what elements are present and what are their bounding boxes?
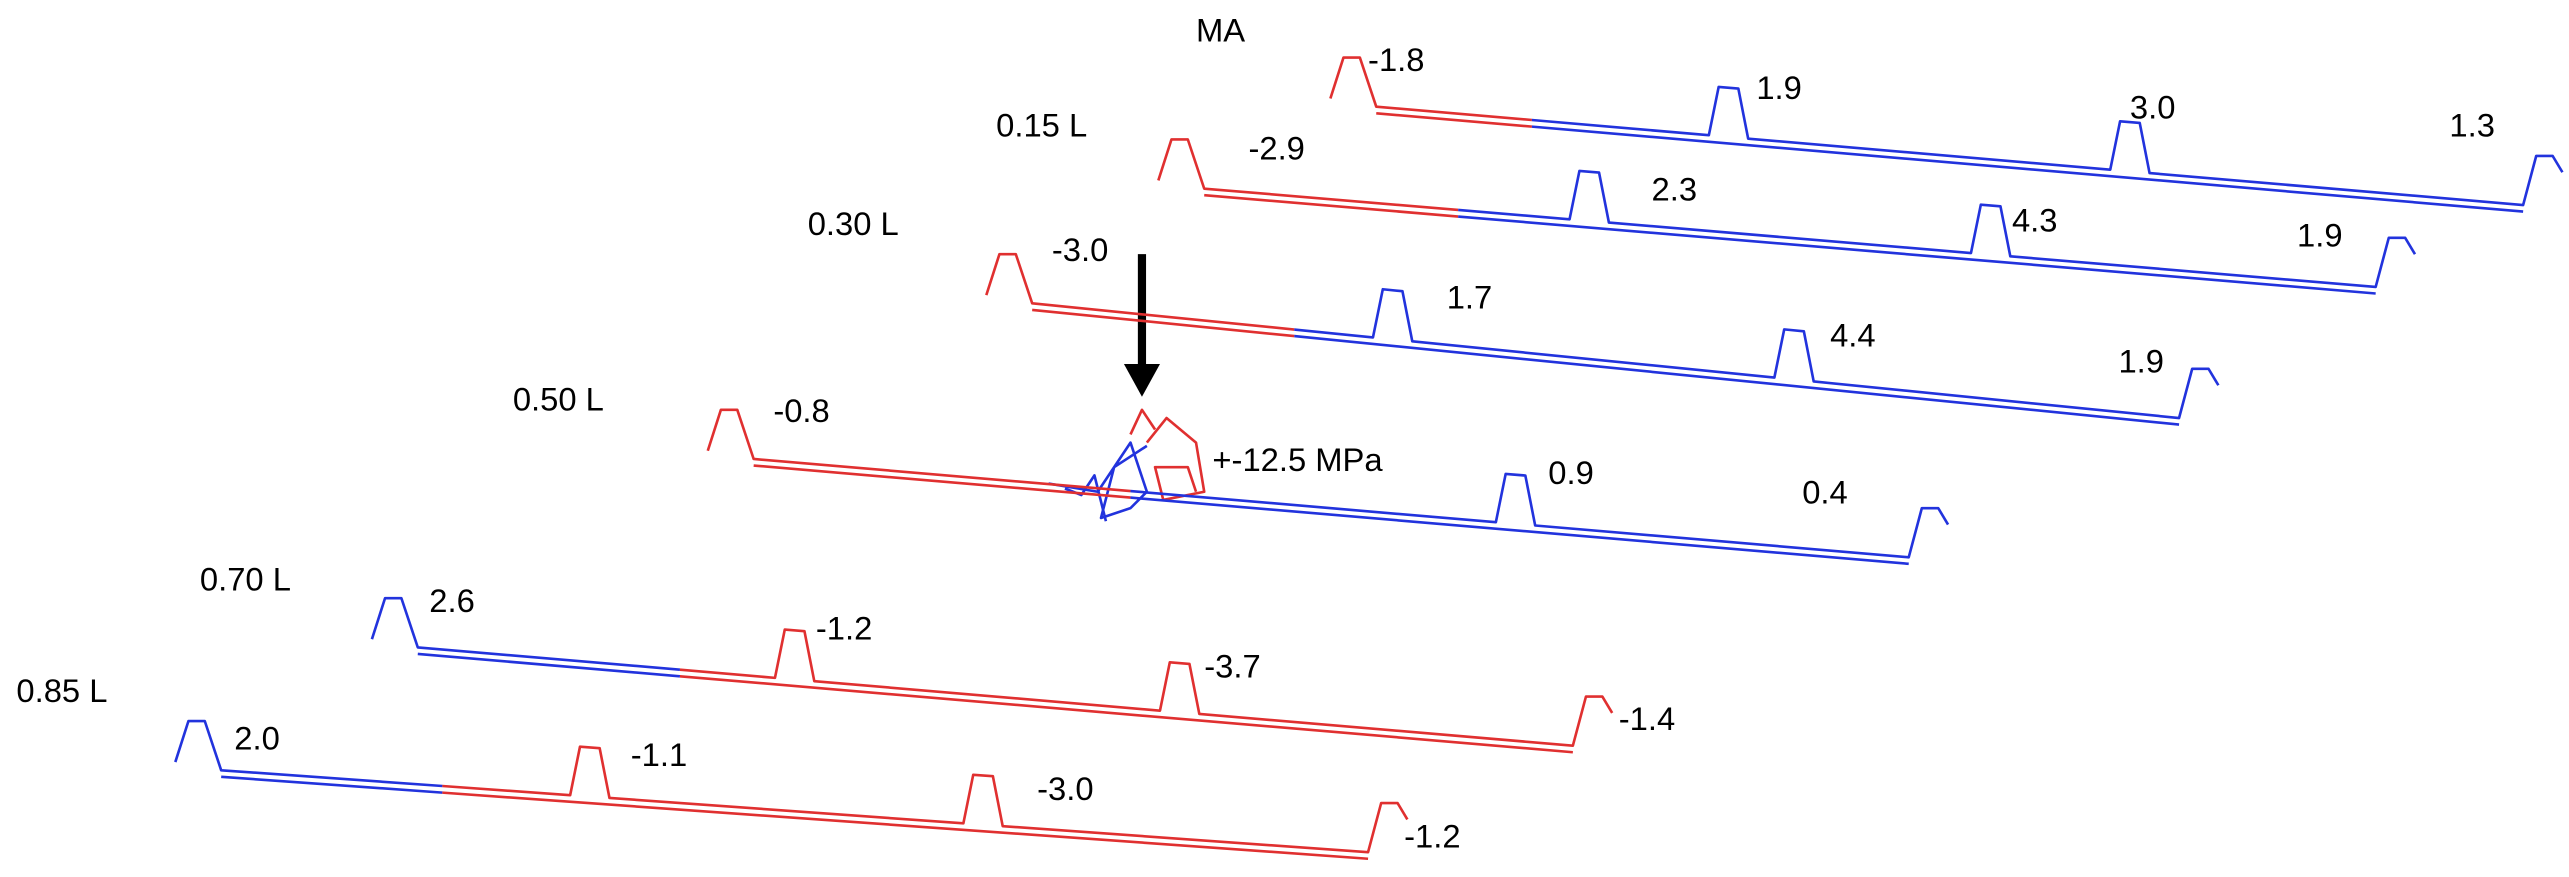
- stress-profile: [1130, 472, 1950, 559]
- section-label: 0.30 L: [808, 205, 899, 242]
- stress-profile: [1294, 287, 2220, 420]
- stress-profile: [370, 596, 681, 671]
- section-label: 0.70 L: [200, 561, 291, 598]
- stress-band: [1376, 111, 1533, 128]
- stress-band: [1204, 193, 1459, 218]
- stress-band: [442, 791, 1369, 861]
- stress-band: [1531, 125, 2524, 213]
- stress-band: [679, 674, 1573, 754]
- stress-band: [1294, 334, 2180, 426]
- load-arrow-head: [1123, 363, 1160, 397]
- stress-value: 1.9: [1756, 69, 1802, 106]
- stress-value: 1.3: [2449, 107, 2495, 144]
- stress-band: [1458, 215, 2376, 295]
- stress-value: -2.9: [1248, 130, 1304, 167]
- stress-profile: [1329, 56, 1533, 122]
- stress-value: 2.6: [429, 582, 475, 619]
- stress-band: [1130, 496, 1909, 566]
- stress-value: 3.0: [2130, 89, 2176, 126]
- section-label: 0.50 L: [513, 380, 604, 417]
- stress-value: -0.8: [773, 392, 829, 429]
- stress-band: [753, 464, 1131, 499]
- local-stress-blob: [1048, 408, 1206, 522]
- stress-profile: [985, 252, 1295, 331]
- stress-value: -3.0: [1052, 231, 1108, 268]
- section-label: 0.85 L: [16, 672, 107, 709]
- stress-value: 2.0: [234, 719, 280, 756]
- stress-profile: [1458, 169, 2417, 289]
- stress-value: -1.8: [1368, 41, 1424, 78]
- load-annotation: +-12.5 MPa: [1212, 441, 1383, 478]
- section-label: MA: [1196, 12, 1245, 49]
- stress-profile: [442, 745, 1409, 854]
- stress-value: -3.0: [1037, 770, 1093, 807]
- stress-profile: [174, 719, 443, 788]
- stress-value: 0.9: [1548, 454, 1594, 491]
- stress-band: [417, 652, 681, 678]
- stress-profile: [679, 628, 1614, 748]
- stress-profile: [1157, 138, 1459, 212]
- stress-value: -1.2: [1404, 818, 1460, 855]
- stress-value: -1.1: [631, 736, 687, 773]
- stress-value: 1.7: [1447, 279, 1493, 316]
- stress-value: 0.4: [1802, 474, 1848, 511]
- stress-value: -1.4: [1619, 700, 1675, 737]
- stress-value: 4.4: [1830, 316, 1876, 353]
- stress-value: -3.7: [1204, 647, 1260, 684]
- stress-value: 2.3: [1652, 171, 1698, 208]
- stress-value: 1.9: [2297, 216, 2343, 253]
- stress-value: -1.2: [816, 610, 872, 647]
- section-label: 0.15 L: [996, 107, 1087, 144]
- stress-value: 1.9: [2118, 343, 2164, 380]
- stress-band: [1032, 308, 1295, 338]
- stress-profile: [1531, 85, 2564, 207]
- stress-band: [221, 775, 443, 794]
- stress-value: 4.3: [2012, 202, 2058, 239]
- stress-profile: [706, 408, 1131, 493]
